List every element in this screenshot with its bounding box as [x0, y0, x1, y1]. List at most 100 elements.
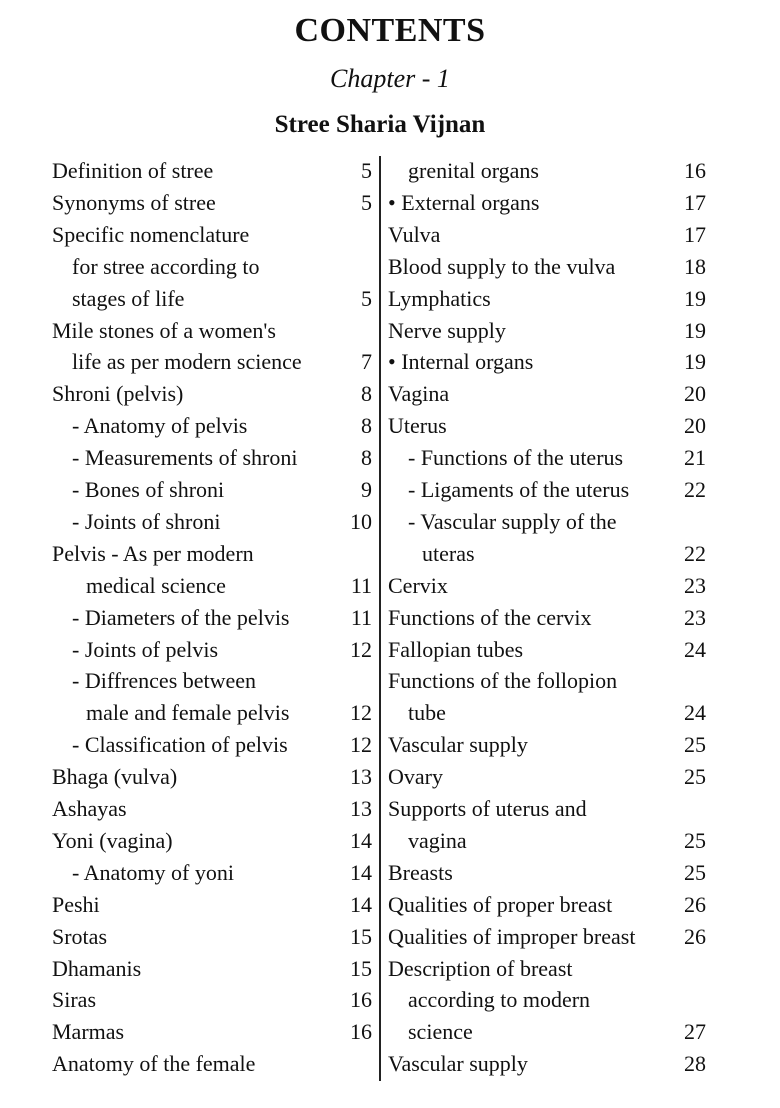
toc-entry: - Functions of the uterus 21	[388, 442, 706, 474]
chapter-title: Stree Sharia Vijnan	[274, 111, 486, 138]
toc-entry-page: 11	[350, 572, 372, 598]
toc-entry-page: 14	[350, 891, 372, 917]
toc-entry-title: - Functions of the uterus	[408, 445, 624, 471]
toc-entry-title: Blood supply to the vulva	[388, 253, 616, 279]
toc-entry: - Bones of shroni 9	[52, 474, 372, 506]
toc-entry-title: life as per modern science	[72, 349, 302, 375]
toc-entry-page: 25	[684, 732, 706, 758]
toc-entry-page: 16	[350, 1019, 372, 1045]
toc-entry-title: science	[408, 1019, 473, 1045]
toc-entry-title: Synonyms of stree	[52, 189, 216, 215]
toc-entry-page: 27	[684, 1019, 706, 1045]
toc-entry: Yoni (vagina) 14	[52, 825, 372, 857]
toc-entry: Breasts 25	[388, 857, 706, 889]
toc-entry-page: 14	[350, 827, 372, 853]
toc-entry-page: 7	[361, 349, 372, 375]
toc-entry-page: 20	[684, 413, 706, 439]
page-title: CONTENTS	[294, 12, 486, 49]
toc-entry-title: Ovary	[388, 764, 443, 790]
toc-entry-title: - Bones of shroni	[72, 477, 225, 502]
toc-entry: Functions of the cervix 23	[388, 602, 706, 634]
toc-entry-page: 26	[684, 923, 706, 949]
toc-entry-title: according to modern	[408, 987, 591, 1013]
toc-entry: Vagina 20	[388, 378, 706, 410]
toc-entry-page: 28	[684, 1051, 706, 1077]
toc-entry-title: - Vascular supply of the	[408, 508, 617, 534]
toc-entry: Blood supply to the vulva 18	[388, 251, 706, 283]
toc-entry-title: - Ligaments of the uterus	[408, 477, 630, 502]
toc-entry: stages of life 5	[52, 283, 372, 315]
toc-entry: for stree according to	[52, 251, 372, 283]
toc-entry-title: Qualities of proper breast	[388, 891, 613, 917]
toc-entry-page: 5	[361, 285, 372, 311]
toc-entry-page: 13	[350, 764, 372, 790]
toc-entry-title: Supports of uterus and	[388, 796, 587, 821]
toc-entry-title: uteras	[422, 540, 475, 566]
toc-entry: Uterus 20	[388, 410, 706, 442]
toc-entry-page: 16	[684, 158, 706, 183]
toc-entry-title: grenital organs	[408, 158, 539, 183]
toc-entry-title: Pelvis - As per modern	[52, 540, 254, 566]
toc-entry: Ashayas 13	[52, 793, 372, 825]
toc-entry: - Measurements of shroni 8	[52, 442, 372, 474]
column-divider	[379, 156, 381, 1081]
toc-entry: - Anatomy of yoni 14	[52, 857, 372, 889]
toc-entry: - Ligaments of the uterus 22	[388, 474, 706, 506]
toc-entry-title: Functions of the follopion	[388, 668, 618, 694]
toc-entry: uteras 22	[388, 538, 706, 570]
toc-entry: - Anatomy of pelvis 8	[52, 410, 372, 442]
toc-entry: Pelvis - As per modern	[52, 538, 372, 570]
toc-entry-page: 17	[684, 221, 706, 247]
toc-entry-page: 8	[361, 413, 372, 439]
toc-entry: Supports of uterus and	[388, 793, 706, 825]
toc-entry: Shroni (pelvis) 8	[52, 378, 372, 410]
toc-entry: Fallopian tubes 24	[388, 634, 706, 666]
toc-entry-title: Fallopian tubes	[388, 636, 524, 662]
toc-entry-title: Shroni (pelvis)	[52, 381, 184, 407]
toc-entry-title: Uterus	[388, 413, 447, 439]
toc-entry-title: - Diffrences between	[72, 668, 257, 694]
toc-entry-title: male and female pelvis	[86, 700, 290, 726]
toc-entry: Bhaga (vulva) 13	[52, 761, 372, 793]
toc-entry: • External organs 17	[388, 187, 706, 219]
toc-entry-title: medical science	[86, 572, 226, 598]
toc-entry-page: 22	[684, 540, 706, 566]
toc-entry-title: Vagina	[388, 381, 450, 407]
toc-entry: Dhamanis 15	[52, 953, 372, 985]
toc-entry-page: 19	[684, 349, 706, 375]
toc-entry-title: Anatomy of the female	[52, 1051, 256, 1077]
toc-entry-title: - Joints of shroni	[72, 508, 221, 534]
toc-entry-page: 23	[684, 604, 706, 630]
toc-entry-page: 24	[684, 636, 706, 662]
toc-entry-page: 12	[350, 636, 372, 662]
toc-entry-page: 15	[350, 923, 372, 949]
toc-entry-title: Nerve supply	[388, 317, 506, 343]
toc-entry-title: for stree according to	[72, 253, 260, 279]
toc-entry: - Diffrences between	[52, 665, 372, 697]
toc-entry-page: 13	[350, 796, 372, 821]
toc-entry-title: Mile stones of a women's	[52, 317, 276, 343]
toc-entry-title: vagina	[408, 827, 467, 853]
toc-entry: grenital organs 16	[388, 155, 706, 187]
toc-entry-page: 19	[684, 317, 706, 343]
toc-entry-title: Marmas	[52, 1019, 125, 1045]
toc-entry-title: Dhamanis	[52, 955, 142, 981]
toc-entry: male and female pelvis 12	[52, 697, 372, 729]
toc-entry-page: 26	[684, 891, 706, 917]
toc-entry: Functions of the follopion	[388, 665, 706, 697]
toc-entry-page: 9	[361, 477, 372, 502]
toc-entry-page: 24	[684, 700, 706, 726]
toc-entry: - Diameters of the pelvis 11	[52, 602, 372, 634]
toc-entry-page: 15	[350, 955, 372, 981]
toc-entry-page: 5	[361, 158, 372, 183]
toc-entry-title: stages of life	[72, 285, 185, 311]
toc-entry: Ovary 25	[388, 761, 706, 793]
toc-entry-page: 5	[361, 189, 372, 215]
toc-entry-title: Siras	[52, 987, 96, 1013]
toc-entry: Synonyms of stree 5	[52, 187, 372, 219]
toc-entry-page: 18	[684, 253, 706, 279]
toc-entry-title: Bhaga (vulva)	[52, 764, 178, 790]
toc-entry-title: Vulva	[388, 221, 441, 247]
toc-entry: Description of breast	[388, 953, 706, 985]
toc-entry-page: 10	[350, 508, 372, 534]
